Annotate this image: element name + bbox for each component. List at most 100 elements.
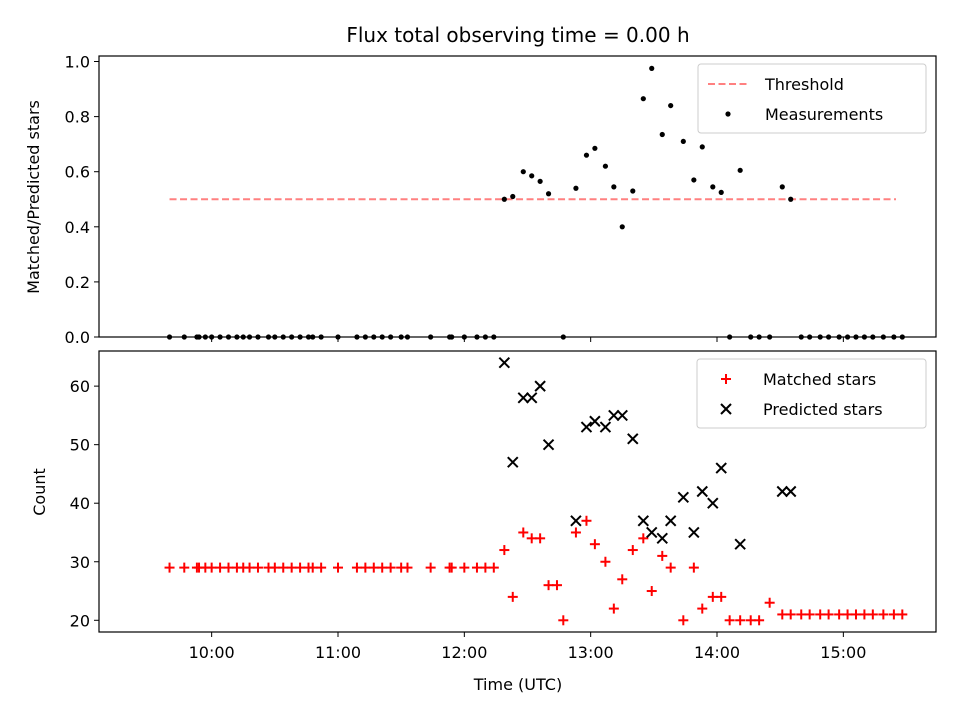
measurement-point [520,169,526,175]
top-plot-frame [98,55,937,338]
matched-star-point [480,562,491,573]
matched-star-point [558,615,569,626]
measurement-point [699,144,705,150]
predicted-star-point [776,485,788,498]
bottom-legend: Matched stars Predicted stars [696,358,927,429]
matched-star-point [499,545,510,556]
x-axis-label: Time (UTC) [473,675,562,694]
measurement-point [891,334,897,340]
matched-star-point [446,562,457,573]
matched-star-point [716,591,727,602]
matched-star-point [897,609,908,620]
measurement-point [166,334,173,340]
matched-star-point [286,562,297,573]
top-y-tick-label: 1.0 [65,53,90,72]
measurement-point [807,334,813,340]
measurement-point [234,334,240,340]
matched-star-point [859,609,870,620]
measurement-point [209,334,215,340]
matched-star-point [777,609,788,620]
predicted-star-point [517,392,529,404]
top-y-tick-label: 0.6 [65,163,90,182]
predicted-star-point [627,433,639,445]
legend-matched-swatch [721,374,731,384]
measurement-point [181,334,187,340]
matched-star-point [804,609,815,620]
matched-star-point [316,562,327,573]
matched-star-point [252,562,263,573]
matched-star-point [360,562,371,573]
measurement-point [404,334,411,340]
top-legend: Threshold Measurements [697,63,927,134]
bottom-y-tick-label: 40 [70,494,90,513]
measurement-point [491,334,497,340]
measurement-point [592,145,598,151]
matched-star-point [735,615,746,626]
matched-star-point [815,609,826,620]
measurement-point [255,334,261,340]
top-plot: 0.0 0.2 0.4 0.6 0.8 1.0 Matched/Predicted sta… [24,53,937,347]
matched-star-point [507,591,518,602]
measurement-point [560,334,566,340]
measurement-point [649,65,655,71]
measurement-point [537,178,543,184]
measurement-point [870,334,876,340]
measurement-point [297,334,303,340]
measurement-point [217,334,223,340]
legend-measurements-swatch [725,111,731,117]
measurement-point [310,334,316,340]
measurement-point [691,177,697,183]
bottom-y-tick-label: 50 [70,436,90,455]
matched-star-point [627,545,638,556]
measurement-point [474,334,480,340]
matched-star-point [425,562,436,573]
measurement-point [710,184,716,190]
measurement-point [225,334,232,340]
top-y-axis-label: Matched/Predicted stars [24,100,43,294]
matched-star-point [785,609,796,620]
matched-star-point [796,609,807,620]
measurement-point [640,96,646,102]
measurement-point [853,334,859,340]
measurement-point [748,334,754,340]
predicted-star-point [616,409,628,422]
matched-star-point [850,609,861,620]
predicted-star-point [608,409,620,422]
matched-star-point [332,562,343,573]
matched-star-point [878,609,889,620]
measurement-point [388,334,394,340]
measurement-point [379,334,385,340]
measurement-point [611,184,617,190]
measurement-point [398,334,404,340]
measurement-point [265,334,272,340]
matched-star-point [888,609,899,620]
measurement-point [510,193,516,200]
matched-star-point [223,562,234,573]
matched-star-point [646,586,657,597]
matched-star-point [688,562,699,573]
measurement-point [354,334,360,340]
measurement-point [756,334,762,340]
matched-star-point [385,562,396,573]
measurement-point [335,334,341,340]
measurement-point [272,334,278,340]
predicted-star-point [646,526,658,539]
matched-star-point [402,562,413,573]
measurement-point [861,334,868,340]
matched-star-point [665,562,676,573]
measurement-point [305,334,312,340]
matched-star-point [368,562,379,573]
top-y-tick-label: 0.4 [65,218,90,237]
measurement-point [737,167,743,173]
measurement-point [371,334,377,340]
measurement-point [788,196,794,202]
measurement-point [668,102,674,109]
matched-star-point [842,609,853,620]
matched-star-point [471,562,482,573]
matched-star-point [179,562,190,573]
predicted-star-point [534,380,546,392]
measurement-point [767,334,773,340]
measurement-point [529,173,535,179]
predicted-star-point [637,515,650,527]
bottom-y-tick-label: 30 [70,553,90,572]
